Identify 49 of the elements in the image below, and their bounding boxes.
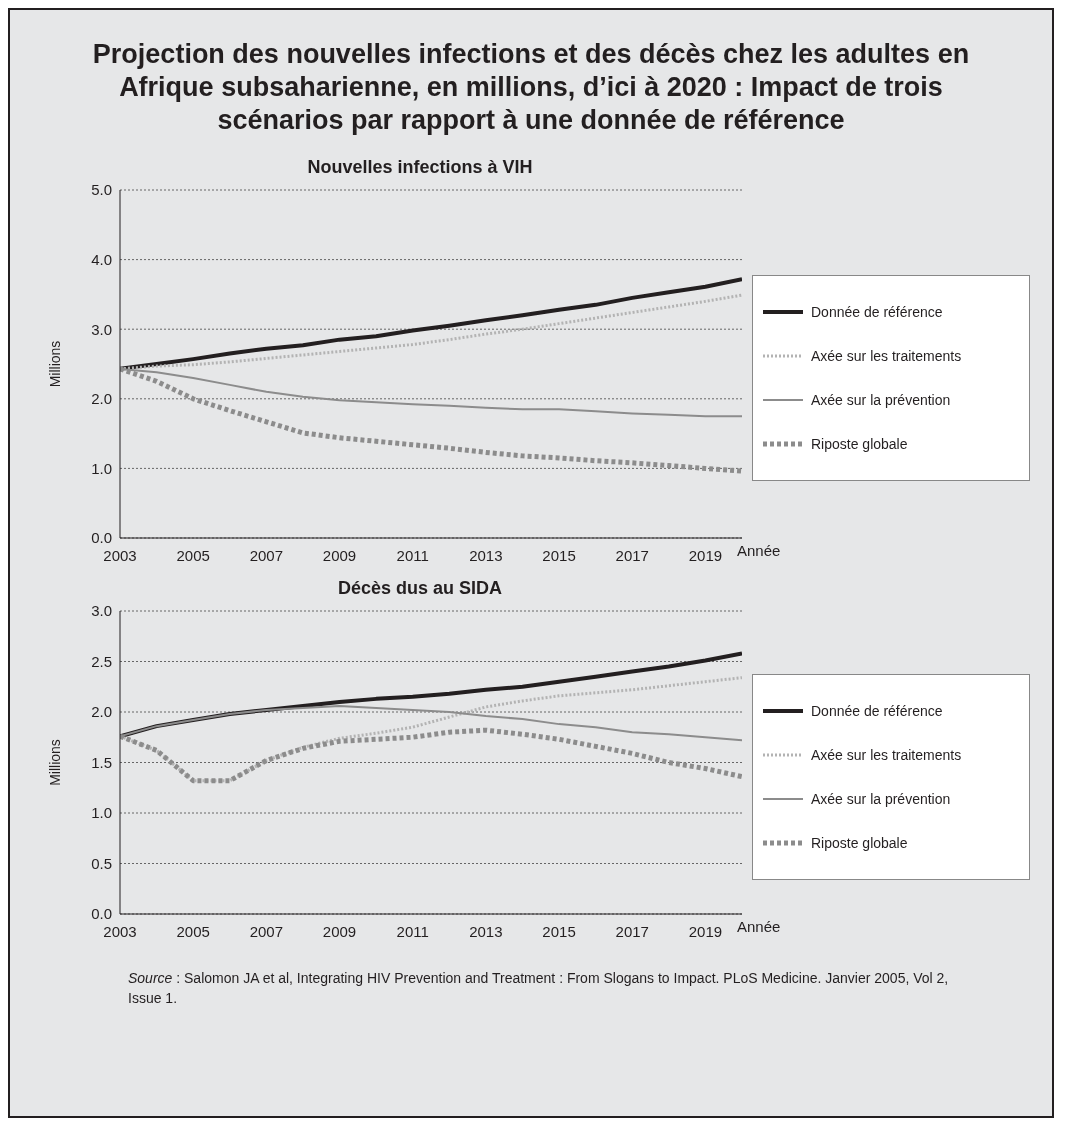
x-tick-label: 2017 [615, 922, 649, 940]
x-tick-label: 2017 [615, 546, 649, 564]
x-tick-label: 2011 [396, 546, 429, 564]
y-tick-label: 0.5 [91, 854, 112, 872]
y-tick-label: 1.0 [91, 804, 112, 822]
x-tick-label: 2007 [249, 546, 284, 564]
legend-label: Riposte globale [811, 834, 908, 851]
x-axis-title: Année [737, 918, 781, 936]
x-tick-label: 2005 [176, 546, 210, 564]
y-tick-label: 2.0 [91, 703, 112, 721]
y-axis-title: Millions [46, 340, 63, 388]
y-tick-label: 1.0 [91, 459, 112, 477]
line-series [120, 277, 742, 371]
x-tick-label: 2009 [322, 546, 357, 564]
x-tick-label: 2019 [688, 546, 723, 564]
legend-label: Axée sur les traitements [811, 746, 962, 763]
y-tick-label: 5.0 [91, 181, 112, 199]
x-tick-label: 2003 [103, 922, 137, 940]
x-tick-label: 2019 [688, 922, 723, 940]
chart-subtitle: Nouvelles infections à VIH [306, 157, 534, 178]
y-tick-label: 0.0 [91, 905, 112, 923]
legend-label: Axée sur les traitements [811, 348, 962, 364]
legend-label: Axée sur la prévention [811, 790, 951, 807]
y-axis-title: Millions [46, 739, 63, 786]
legend-label: Donnée de référence [811, 304, 943, 320]
x-tick-label: 2013 [469, 546, 503, 564]
y-tick-label: 2.0 [91, 390, 112, 408]
x-tick-label: 2013 [469, 922, 503, 940]
y-tick-label: 0.0 [91, 529, 112, 547]
x-tick-label: 2015 [542, 922, 576, 940]
x-tick-label: 2015 [542, 546, 576, 564]
x-tick-label: 2009 [322, 922, 357, 940]
x-tick-label: 2003 [103, 546, 137, 564]
x-tick-label: 2007 [249, 922, 284, 940]
x-axis-title: Année [737, 542, 781, 560]
y-tick-label: 3.0 [91, 602, 112, 620]
chart-title: Décès dus au SIDA [336, 578, 504, 599]
legend-label: Axée sur la prévention [811, 392, 951, 408]
y-tick-label: 2.5 [91, 652, 112, 670]
y-tick-label: 1.5 [91, 753, 112, 771]
chart-title: Projection des nouvelles infections et des décès chez les adultes en Afrique subsaharienne, en millions, d’ici à 2020 : Impact de trois scénarios par rapport à une donnée de référence [91, 38, 971, 137]
legend-label: Riposte globale [811, 436, 908, 452]
y-tick-label: 4.0 [91, 250, 112, 268]
line-series [120, 676, 742, 783]
source-note: Source : Salomon JA et al, Integrating HIV Prevention and Treatment : From Slogans to Impact. PLoS Medicine. Janvier 2005, Vol 2, Issue 1. [127, 969, 950, 1008]
x-tick-label: 2011 [396, 922, 429, 940]
x-tick-label: 2005 [176, 922, 210, 940]
legend-label: Donnée de référence [811, 702, 943, 719]
y-tick-label: 3.0 [91, 320, 112, 338]
